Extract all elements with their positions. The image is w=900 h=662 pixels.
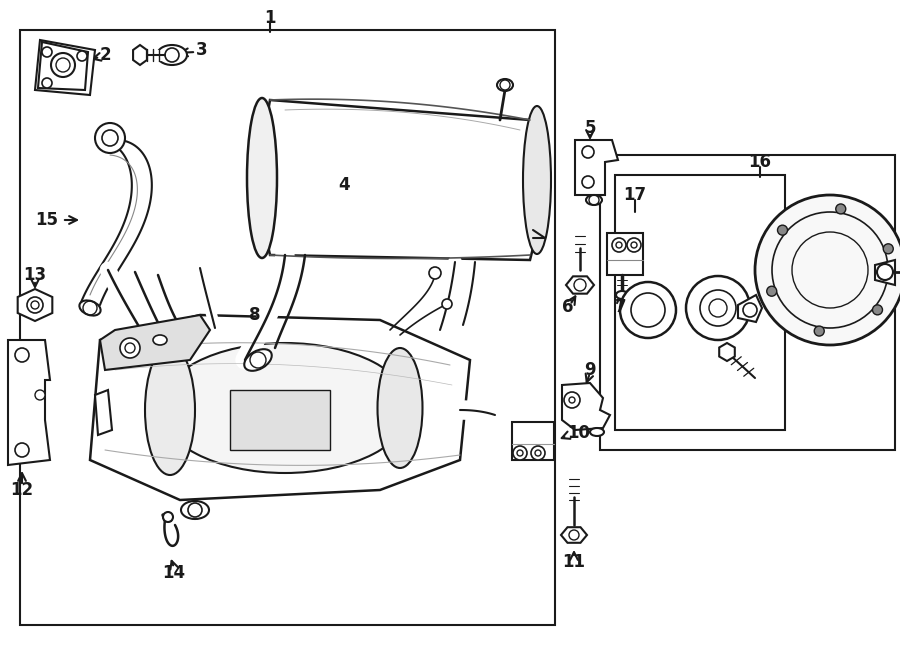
Ellipse shape [79, 301, 101, 316]
Polygon shape [607, 233, 643, 275]
Circle shape [872, 305, 883, 315]
Text: 6: 6 [562, 298, 574, 316]
Ellipse shape [586, 195, 602, 205]
Text: 13: 13 [23, 266, 47, 284]
Polygon shape [95, 390, 112, 435]
Polygon shape [575, 140, 618, 195]
Circle shape [700, 290, 736, 326]
Ellipse shape [590, 428, 604, 436]
Polygon shape [561, 527, 587, 543]
Circle shape [15, 348, 29, 362]
Text: 14: 14 [162, 564, 185, 582]
Circle shape [15, 443, 29, 457]
Ellipse shape [160, 343, 410, 473]
Circle shape [883, 244, 894, 254]
Circle shape [564, 392, 580, 408]
Text: 5: 5 [584, 119, 596, 137]
Circle shape [686, 276, 750, 340]
Circle shape [612, 238, 626, 252]
Circle shape [120, 338, 140, 358]
Circle shape [163, 512, 173, 522]
Circle shape [836, 204, 846, 214]
Circle shape [778, 225, 788, 235]
Ellipse shape [181, 501, 209, 519]
Polygon shape [255, 100, 545, 260]
Polygon shape [875, 260, 895, 285]
Text: 3: 3 [196, 41, 208, 59]
Bar [615, 175, 785, 430]
Circle shape [35, 390, 45, 400]
Polygon shape [18, 289, 52, 321]
Circle shape [95, 123, 125, 153]
Circle shape [743, 303, 757, 317]
Polygon shape [719, 343, 734, 361]
Ellipse shape [497, 79, 513, 91]
Ellipse shape [616, 291, 628, 299]
Polygon shape [738, 295, 762, 322]
Text: 4: 4 [338, 176, 350, 194]
Polygon shape [566, 276, 594, 294]
Text: 16: 16 [749, 153, 771, 171]
Ellipse shape [153, 335, 167, 345]
Text: 8: 8 [249, 306, 261, 324]
Circle shape [27, 297, 43, 313]
Circle shape [42, 78, 52, 88]
Text: 10: 10 [567, 424, 590, 442]
Polygon shape [38, 42, 88, 90]
Circle shape [767, 286, 777, 296]
Circle shape [620, 282, 676, 338]
Circle shape [569, 530, 579, 540]
Text: 1: 1 [265, 9, 275, 27]
Ellipse shape [377, 348, 422, 468]
Polygon shape [90, 315, 470, 500]
Ellipse shape [244, 349, 272, 371]
Circle shape [429, 267, 441, 279]
Polygon shape [100, 315, 210, 370]
Text: 17: 17 [624, 186, 646, 204]
Ellipse shape [157, 45, 187, 65]
Polygon shape [35, 40, 95, 95]
Circle shape [442, 299, 452, 309]
Text: 11: 11 [562, 553, 586, 571]
Polygon shape [562, 383, 610, 430]
Bar [512, 422, 554, 460]
Text: 12: 12 [11, 481, 33, 499]
Circle shape [877, 264, 893, 280]
Polygon shape [8, 340, 50, 465]
Text: 15: 15 [35, 211, 58, 229]
Circle shape [582, 176, 594, 188]
Circle shape [513, 446, 527, 460]
Circle shape [582, 146, 594, 158]
Circle shape [814, 326, 824, 336]
Text: 9: 9 [584, 361, 596, 379]
Ellipse shape [523, 106, 551, 254]
Circle shape [42, 47, 52, 57]
Circle shape [627, 238, 641, 252]
Circle shape [165, 48, 179, 62]
Ellipse shape [247, 98, 277, 258]
Bar [230, 390, 330, 450]
Bar [20, 30, 555, 625]
Text: 2: 2 [100, 46, 112, 64]
Polygon shape [133, 45, 147, 65]
Circle shape [574, 279, 586, 291]
Circle shape [51, 53, 75, 77]
Circle shape [77, 51, 87, 61]
Ellipse shape [145, 345, 195, 475]
Text: 7: 7 [616, 298, 626, 316]
Bar [600, 155, 895, 450]
Circle shape [531, 446, 545, 460]
Circle shape [755, 195, 900, 345]
